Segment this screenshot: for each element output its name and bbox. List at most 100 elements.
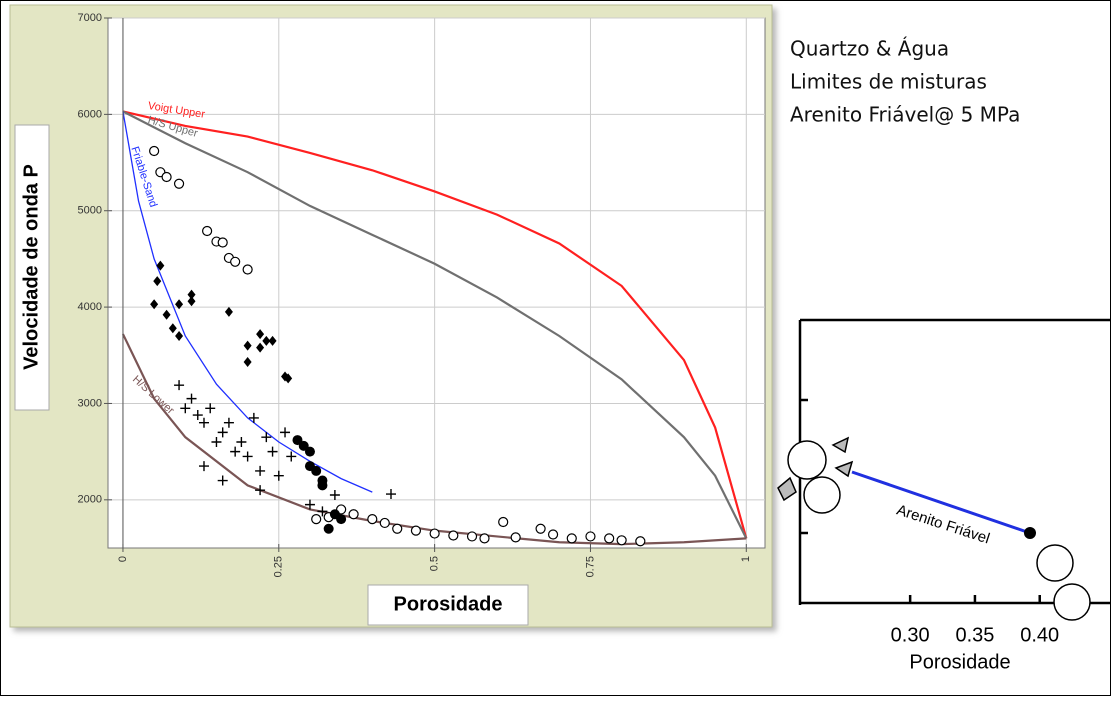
point xyxy=(323,523,334,534)
point xyxy=(162,309,171,320)
point xyxy=(261,432,272,443)
point xyxy=(304,446,315,457)
point xyxy=(336,514,347,525)
y-tick-label: 6000 xyxy=(78,108,102,120)
point xyxy=(230,446,241,457)
point xyxy=(410,525,422,536)
annotation: Arenito Friável@ 5 MPa xyxy=(790,103,1020,127)
curve xyxy=(122,110,748,539)
inset-x-tick-label: 0.30 xyxy=(891,624,930,646)
point xyxy=(311,513,322,525)
point xyxy=(242,451,253,462)
grain-cement xyxy=(777,476,797,502)
annotation: Limites de misturas xyxy=(790,70,987,94)
point xyxy=(173,178,185,189)
point xyxy=(635,536,646,547)
point xyxy=(317,480,328,491)
y-tick-label: 2000 xyxy=(78,494,102,506)
point xyxy=(256,342,265,353)
point xyxy=(217,475,228,486)
point xyxy=(149,145,160,157)
point xyxy=(510,532,521,543)
point xyxy=(168,323,177,334)
point xyxy=(284,373,293,384)
point xyxy=(286,451,297,462)
point xyxy=(161,171,172,183)
point xyxy=(392,523,403,534)
point xyxy=(329,490,340,500)
y-axis-label: Velocidade de onda P xyxy=(20,164,42,370)
grain xyxy=(1053,583,1091,621)
grains xyxy=(777,436,1091,621)
point xyxy=(256,329,265,340)
point xyxy=(479,533,490,544)
point xyxy=(205,403,216,414)
point xyxy=(255,465,266,476)
point xyxy=(242,264,253,275)
grid xyxy=(108,17,765,548)
point xyxy=(202,225,213,237)
axes: 2000 3000 4000 5000 6000 7000 0 0.25 0.5 0.75 1 xyxy=(78,12,753,578)
point xyxy=(192,410,203,421)
point xyxy=(175,299,184,310)
point xyxy=(217,237,228,248)
point xyxy=(604,533,615,544)
point xyxy=(186,393,197,404)
x-axis-label: Porosidade xyxy=(394,593,503,615)
point xyxy=(180,403,191,414)
point xyxy=(198,417,209,428)
point xyxy=(267,446,278,457)
grain-cement xyxy=(834,460,854,478)
point xyxy=(616,535,627,546)
point xyxy=(236,437,247,447)
point xyxy=(498,516,509,528)
point xyxy=(566,533,577,544)
point xyxy=(187,289,196,300)
point xyxy=(385,489,396,500)
point xyxy=(175,331,184,341)
grain xyxy=(803,476,841,514)
trend-line xyxy=(851,470,1031,535)
y-tick-label: 7000 xyxy=(78,12,102,24)
points xyxy=(149,145,646,547)
grain xyxy=(1036,544,1074,582)
point xyxy=(262,335,271,346)
point xyxy=(367,513,378,525)
point xyxy=(466,531,478,542)
x-tick-label: 0.5 xyxy=(429,556,441,571)
point xyxy=(174,380,185,391)
point xyxy=(268,335,277,346)
point xyxy=(255,485,266,496)
inset-x-tick-label: 0.40 xyxy=(1020,624,1059,646)
point xyxy=(243,357,252,368)
point xyxy=(348,509,359,520)
point xyxy=(379,517,390,529)
point xyxy=(547,529,559,540)
plot-area xyxy=(107,17,766,549)
point xyxy=(153,276,162,287)
x-label-box xyxy=(367,584,529,626)
point xyxy=(211,437,222,447)
point xyxy=(248,412,259,423)
inset-x-tick-label: 0.35 xyxy=(955,624,994,646)
point xyxy=(187,296,196,307)
inset-ticks: 0.30 0.35 0.40 xyxy=(891,595,1059,646)
y-label-box xyxy=(14,124,50,411)
curve xyxy=(122,110,748,539)
x-tick-label: 1 xyxy=(740,556,752,562)
point xyxy=(585,531,596,542)
x-tick-label: 0.75 xyxy=(584,556,596,577)
y-tick-label: 5000 xyxy=(78,205,102,217)
point xyxy=(156,260,165,271)
point xyxy=(448,530,459,541)
point xyxy=(311,465,322,476)
point xyxy=(317,506,328,517)
point xyxy=(429,528,440,539)
y-tick-label: 3000 xyxy=(78,397,102,409)
point xyxy=(224,306,233,317)
point xyxy=(535,523,546,534)
grain xyxy=(787,440,827,480)
curve xyxy=(122,111,373,493)
point xyxy=(223,417,234,428)
